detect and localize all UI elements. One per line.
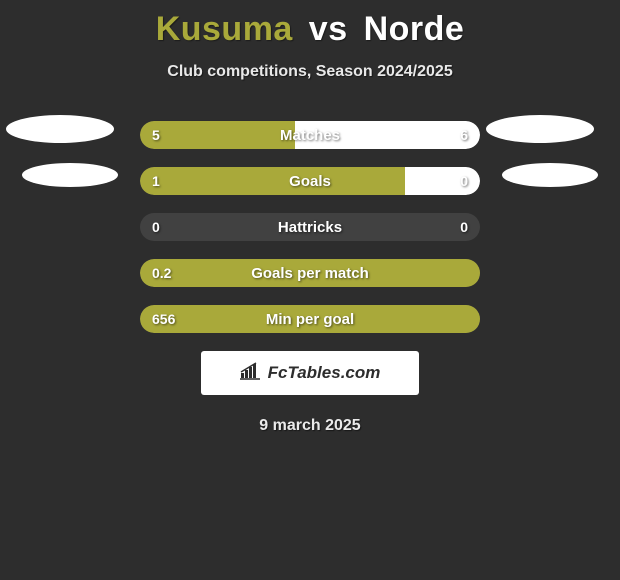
avatar-placeholder-left-2	[22, 163, 118, 187]
title-player2: Norde	[364, 10, 465, 48]
stat-label: Hattricks	[140, 213, 480, 241]
stat-fill-left	[140, 305, 480, 333]
stat-value-left: 1	[152, 167, 160, 195]
comparison-infographic: Kusuma vs Norde Club competitions, Seaso…	[0, 0, 620, 580]
title-player1: Kusuma	[156, 10, 293, 48]
stat-value-left: 0	[152, 213, 160, 241]
stat-bars: 56Matches10Goals00Hattricks0.2Goals per …	[140, 121, 480, 333]
brand-text: FcTables.com	[268, 363, 381, 383]
stat-value-right: 0	[460, 213, 468, 241]
subtitle: Club competitions, Season 2024/2025	[0, 63, 620, 81]
stat-fill-left	[140, 121, 295, 149]
stat-fill-left	[140, 259, 480, 287]
stat-value-left: 5	[152, 121, 160, 149]
stat-fill-right	[405, 167, 480, 195]
page-title: Kusuma vs Norde	[0, 0, 620, 49]
stat-fill-right	[295, 121, 480, 149]
stat-value-right: 6	[460, 121, 468, 149]
brand-box: FcTables.com	[201, 351, 419, 395]
stat-value-left: 0.2	[152, 259, 171, 287]
avatar-placeholder-left-1	[6, 115, 114, 143]
stat-row: 56Matches	[140, 121, 480, 149]
title-vs: vs	[309, 10, 348, 48]
stat-row: 0.2Goals per match	[140, 259, 480, 287]
stat-fill-left	[140, 167, 405, 195]
stat-row: 10Goals	[140, 167, 480, 195]
avatar-placeholder-right-2	[502, 163, 598, 187]
avatar-placeholder-right-1	[486, 115, 594, 143]
stat-value-left: 656	[152, 305, 175, 333]
date-line: 9 march 2025	[0, 417, 620, 435]
stat-value-right: 0	[460, 167, 468, 195]
bars-chart-icon	[240, 362, 262, 385]
stat-row: 656Min per goal	[140, 305, 480, 333]
chart-area: 56Matches10Goals00Hattricks0.2Goals per …	[0, 121, 620, 435]
stat-row: 0 0Hattricks	[140, 213, 480, 241]
